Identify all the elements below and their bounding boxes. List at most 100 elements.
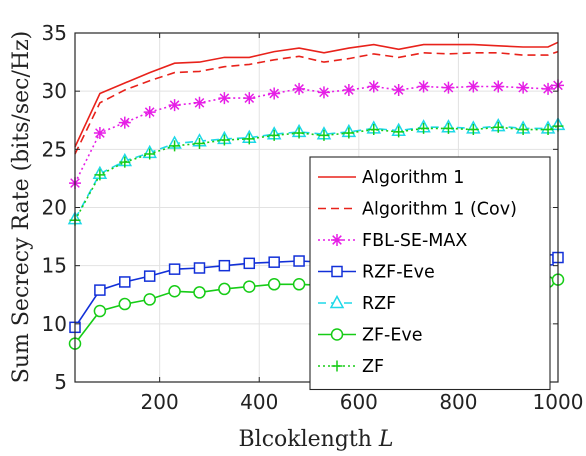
data-point bbox=[218, 259, 231, 272]
y-tick-label: 10 bbox=[42, 312, 67, 336]
data-point bbox=[418, 122, 430, 134]
data-point bbox=[467, 124, 479, 136]
legend-swatch-marker bbox=[330, 328, 344, 341]
series-6 bbox=[69, 120, 564, 226]
axis-ticks: 200 400 600 800 1000 5 10 15 20 25 30 35 bbox=[42, 21, 584, 414]
y-axis-title: Sum Secrecy Rate (bits/sec/Hz) bbox=[9, 31, 34, 383]
data-point bbox=[243, 133, 255, 145]
legend-swatch-marker bbox=[329, 294, 345, 309]
data-point bbox=[193, 286, 206, 299]
legend-swatch-marker bbox=[331, 265, 343, 278]
data-point bbox=[218, 134, 230, 146]
data-point bbox=[292, 278, 306, 291]
data-point bbox=[218, 92, 231, 105]
data-point bbox=[293, 127, 305, 139]
series-0 bbox=[74, 41, 559, 148]
legend-label: RZF-Eve bbox=[362, 263, 435, 283]
data-point bbox=[143, 293, 156, 306]
data-point bbox=[243, 280, 256, 293]
data-point bbox=[143, 106, 156, 119]
data-point bbox=[542, 124, 554, 136]
data-point bbox=[268, 87, 281, 100]
data-point bbox=[442, 81, 455, 94]
data-point bbox=[168, 263, 181, 275]
legend-label: FBL-SE-MAX bbox=[362, 231, 467, 251]
data-point bbox=[168, 285, 181, 298]
data-point bbox=[267, 278, 281, 291]
legend: Algorithm 1 Algorithm 1 (Cov) FBL-SE-MAX RZ… bbox=[309, 156, 551, 391]
legend-swatch-marker bbox=[331, 234, 343, 246]
data-point bbox=[168, 99, 181, 112]
data-point bbox=[193, 96, 206, 109]
data-point bbox=[94, 169, 106, 181]
data-point bbox=[193, 138, 205, 150]
x-axis-variable: L bbox=[378, 427, 394, 452]
legend-label: Algorithm 1 bbox=[362, 168, 464, 188]
legend-swatch-marker bbox=[331, 360, 343, 372]
data-point bbox=[542, 82, 555, 95]
data-point bbox=[119, 156, 131, 168]
y-tick-label: 20 bbox=[42, 196, 67, 220]
data-point bbox=[467, 80, 480, 93]
data-point bbox=[317, 86, 330, 99]
legend-entry: Algorithm 1 bbox=[318, 168, 464, 188]
x-tick-label: 800 bbox=[439, 390, 477, 414]
x-tick-label: 600 bbox=[340, 390, 378, 414]
y-tick-label: 35 bbox=[42, 21, 67, 45]
data-point bbox=[268, 129, 280, 141]
legend-box bbox=[309, 156, 551, 391]
legend-entry: RZF bbox=[318, 294, 396, 314]
data-point bbox=[392, 84, 405, 97]
data-point bbox=[93, 304, 107, 318]
x-tick-label: 400 bbox=[240, 390, 278, 414]
data-point bbox=[218, 282, 231, 296]
y-tick-label: 25 bbox=[42, 137, 67, 161]
data-point bbox=[93, 127, 106, 140]
data-point bbox=[342, 84, 355, 97]
legend-label: ZF-Eve bbox=[362, 326, 423, 346]
data-point bbox=[169, 140, 181, 152]
x-tick-label: 200 bbox=[141, 390, 179, 414]
legend-entry: ZF-Eve bbox=[318, 326, 423, 346]
data-point bbox=[144, 148, 156, 160]
legend-entry: RZF-Eve bbox=[318, 263, 435, 283]
data-point bbox=[119, 276, 131, 288]
data-point bbox=[293, 255, 305, 267]
data-point bbox=[143, 270, 156, 282]
data-point bbox=[492, 121, 504, 133]
data-point bbox=[243, 257, 256, 270]
legend-entry: ZF bbox=[318, 357, 384, 377]
y-tick-label: 30 bbox=[42, 79, 67, 103]
series-line bbox=[74, 50, 559, 155]
data-point bbox=[94, 284, 106, 296]
data-point bbox=[118, 297, 132, 311]
data-point bbox=[293, 82, 306, 95]
data-point bbox=[368, 124, 380, 136]
series-1 bbox=[74, 50, 559, 155]
series-line bbox=[74, 41, 559, 148]
data-point bbox=[517, 124, 529, 136]
legend-label: RZF bbox=[362, 294, 396, 314]
legend-entry: Algorithm 1 (Cov) bbox=[318, 200, 517, 220]
data-point bbox=[417, 80, 430, 93]
y-tick-label: 15 bbox=[42, 254, 67, 278]
legend-label: ZF bbox=[362, 357, 384, 377]
x-tick-label: 1000 bbox=[533, 390, 584, 414]
data-point bbox=[393, 126, 405, 138]
data-point bbox=[118, 116, 131, 129]
data-point bbox=[517, 81, 530, 94]
x-axis-title-text: Blcoklength bbox=[238, 427, 371, 452]
data-point bbox=[343, 127, 355, 139]
data-point bbox=[492, 80, 505, 93]
data-point bbox=[243, 92, 256, 105]
x-axis-title: Blcoklength L bbox=[238, 427, 393, 452]
legend-label: Algorithm 1 (Cov) bbox=[362, 200, 517, 220]
data-point bbox=[367, 80, 380, 93]
data-point bbox=[268, 256, 280, 268]
data-point bbox=[442, 122, 454, 134]
legend-entry: FBL-SE-MAX bbox=[318, 231, 467, 251]
data-point bbox=[318, 129, 330, 141]
y-tick-label: 5 bbox=[54, 370, 67, 394]
data-point bbox=[193, 262, 206, 274]
